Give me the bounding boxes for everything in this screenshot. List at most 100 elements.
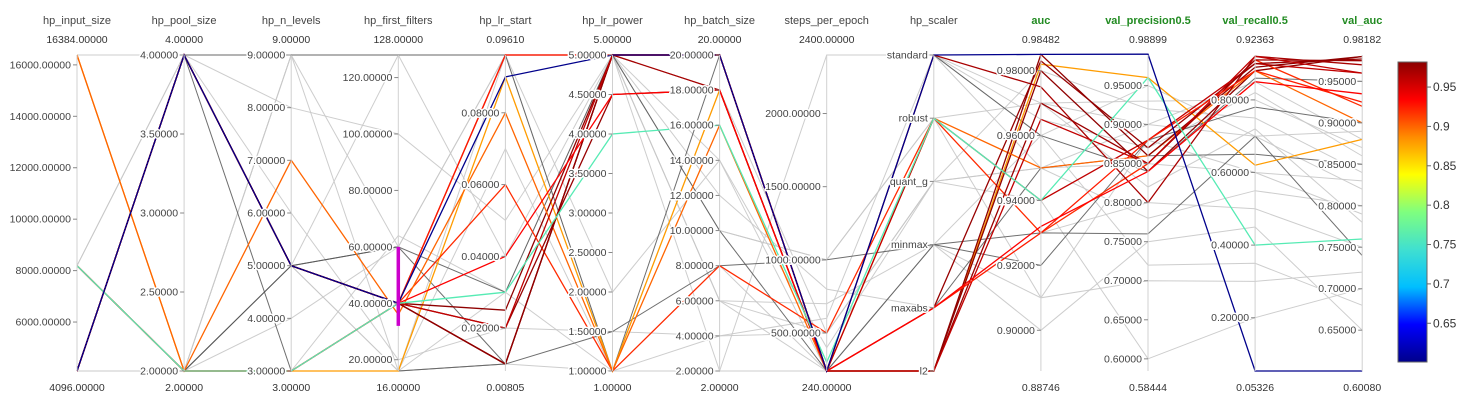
tick-label: 12000.00000 <box>10 162 71 174</box>
axis-hp_first_filters[interactable]: hp_first_filters 128.00000 16.00000 20.0000… <box>341 15 433 394</box>
axis-min-label: 240.00000 <box>802 382 852 394</box>
tick-label: robust <box>899 113 928 125</box>
tick-label: 9.00000 <box>247 50 285 62</box>
axis-val_auc[interactable]: val_auc 0.98182 0.60080 0.65000 0.70000 0.750… <box>1317 15 1383 394</box>
axis-title: val_recall0.5 <box>1222 15 1287 27</box>
axis-auc[interactable]: auc 0.98482 0.88746 0.90000 0.92000 0.94000 0.… <box>995 15 1060 394</box>
tick-label: 0.04000 <box>461 251 499 263</box>
axis-min-label: 2.00000 <box>165 382 203 394</box>
tick-label: 120.00000 <box>343 72 393 84</box>
colorbar-gradient <box>1397 61 1428 363</box>
axis-max-label: 0.09610 <box>486 34 524 46</box>
axis-title: val_precision0.5 <box>1105 15 1191 27</box>
axis-hp_batch_size[interactable]: hp_batch_size 20.00000 2.00000 2.00000 4.000… <box>668 15 755 394</box>
tick-label: 2.50000 <box>140 287 178 299</box>
axis-steps_per_epoch[interactable]: steps_per_epoch 2400.00000 240.00000 500.00… <box>764 15 869 394</box>
colorbar-tick-label: 0.95 <box>1433 80 1457 94</box>
axes-layer: hp_input_size 16384.00000 4096.00000 6000.0… <box>8 15 1383 394</box>
tick-label: 8000.00000 <box>16 265 72 277</box>
axis-hp_lr_power[interactable]: hp_lr_power 5.00000 1.00000 1.00000 1.50000 2… <box>567 15 644 394</box>
axis-min-label: 1.00000 <box>594 382 632 394</box>
tick-label: 0.70000 <box>1318 283 1356 295</box>
tick-label: 1.50000 <box>569 326 607 338</box>
axis-hp_n_levels[interactable]: hp_n_levels 9.00000 3.00000 3.00000 4.00000 5… <box>246 15 321 394</box>
tick-label: 0.02000 <box>461 323 499 335</box>
tick-label: 0.75000 <box>1104 236 1142 248</box>
axis-title: hp_scaler <box>910 15 958 27</box>
tick-label: 4.00000 <box>676 330 714 342</box>
tick-label: 0.95000 <box>1318 76 1356 88</box>
axis-title: val_auc <box>1342 15 1382 27</box>
tick-label: 0.90000 <box>997 325 1035 337</box>
tick-label: 20.00000 <box>349 354 393 366</box>
tick-label: 60.00000 <box>349 241 393 253</box>
tick-label: maxabs <box>891 302 928 314</box>
tick-label: 18.00000 <box>670 85 714 97</box>
tick-label: 7.00000 <box>247 155 285 167</box>
axis-max-label: 2400.00000 <box>799 34 855 46</box>
tick-label: 2.50000 <box>569 247 607 259</box>
tick-label: 0.70000 <box>1104 275 1142 287</box>
tick-label: 3.00000 <box>140 208 178 220</box>
axis-title: hp_first_filters <box>364 15 433 27</box>
axis-title: hp_pool_size <box>152 15 217 27</box>
axis-title: hp_lr_power <box>582 15 643 27</box>
tick-label: 0.60000 <box>1211 167 1249 179</box>
tick-label: 100.00000 <box>343 129 393 141</box>
axis-title: hp_batch_size <box>684 15 755 27</box>
tick-label: 80.00000 <box>349 185 393 197</box>
tick-label: 0.90000 <box>1318 117 1356 129</box>
tick-label: 0.75000 <box>1318 242 1356 254</box>
tick-label: 3.00000 <box>569 208 607 220</box>
axis-hp_lr_start[interactable]: hp_lr_start 0.09610 0.00805 0.02000 0.04000 0… <box>460 15 531 394</box>
axis-min-label: 4096.00000 <box>49 382 105 394</box>
tick-label: 0.90000 <box>1104 119 1142 131</box>
tick-label: 40.00000 <box>349 298 393 310</box>
tick-label: 0.40000 <box>1211 240 1249 252</box>
tick-label: 500.00000 <box>771 327 821 339</box>
tick-label: 0.20000 <box>1211 312 1249 324</box>
axis-max-label: 128.00000 <box>373 34 423 46</box>
tick-label: 0.65000 <box>1318 325 1356 337</box>
axis-val_recall0_5[interactable]: val_recall0.5 0.92363 0.05326 0.20000 0.4000… <box>1210 15 1288 394</box>
axis-min-label: 0.60080 <box>1343 382 1381 394</box>
axis-val_precision0_5[interactable]: val_precision0.5 0.98899 0.58444 0.60000 0.6… <box>1103 15 1191 394</box>
tick-label: 0.80000 <box>1104 197 1142 209</box>
tick-label: 12.00000 <box>670 190 714 202</box>
tick-label: 16000.00000 <box>10 59 71 71</box>
tick-label: 10.00000 <box>670 225 714 237</box>
axis-max-label: 9.00000 <box>272 34 310 46</box>
tick-label: 4.00000 <box>569 129 607 141</box>
colorbar-tick-label: 0.65 <box>1433 316 1457 330</box>
tick-label: 4.00000 <box>247 313 285 325</box>
axis-min-label: 3.00000 <box>272 382 310 394</box>
tick-label: 4.00000 <box>140 50 178 62</box>
axis-max-label: 5.00000 <box>594 34 632 46</box>
tick-label: 0.65000 <box>1104 314 1142 326</box>
axis-max-label: 16384.00000 <box>46 34 107 46</box>
axis-hp_scaler[interactable]: hp_scaler l2 maxabs minmax quant_g robust stan… <box>885 15 958 379</box>
tick-label: 0.98000 <box>997 65 1035 77</box>
colorbar-tick-label: 0.9 <box>1433 119 1450 133</box>
axis-max-label: 20.00000 <box>698 34 742 46</box>
tick-label: 2000.00000 <box>765 108 821 120</box>
tick-label: quant_g <box>890 176 928 188</box>
tick-label: 14000.00000 <box>10 111 71 123</box>
tick-label: 0.80000 <box>1318 200 1356 212</box>
tick-label: 3.00000 <box>247 366 285 378</box>
axis-hp_input_size[interactable]: hp_input_size 16384.00000 4096.00000 6000.0… <box>8 15 111 394</box>
axis-hp_pool_size[interactable]: hp_pool_size 4.00000 2.00000 2.00000 2.50000… <box>139 15 217 394</box>
colorbar-tick-label: 0.7 <box>1433 277 1450 291</box>
colorbar-tick-label: 0.85 <box>1433 159 1457 173</box>
tick-label: 0.95000 <box>1104 80 1142 92</box>
tick-label: 0.94000 <box>997 195 1035 207</box>
tick-label: 8.00000 <box>676 260 714 272</box>
axis-title: hp_n_levels <box>262 15 321 27</box>
tick-label: 16.00000 <box>670 120 714 132</box>
tick-label: 0.08000 <box>461 107 499 119</box>
tick-label: 6.00000 <box>247 208 285 220</box>
tick-label: l2 <box>920 366 928 378</box>
axis-min-label: 0.00805 <box>486 382 524 394</box>
